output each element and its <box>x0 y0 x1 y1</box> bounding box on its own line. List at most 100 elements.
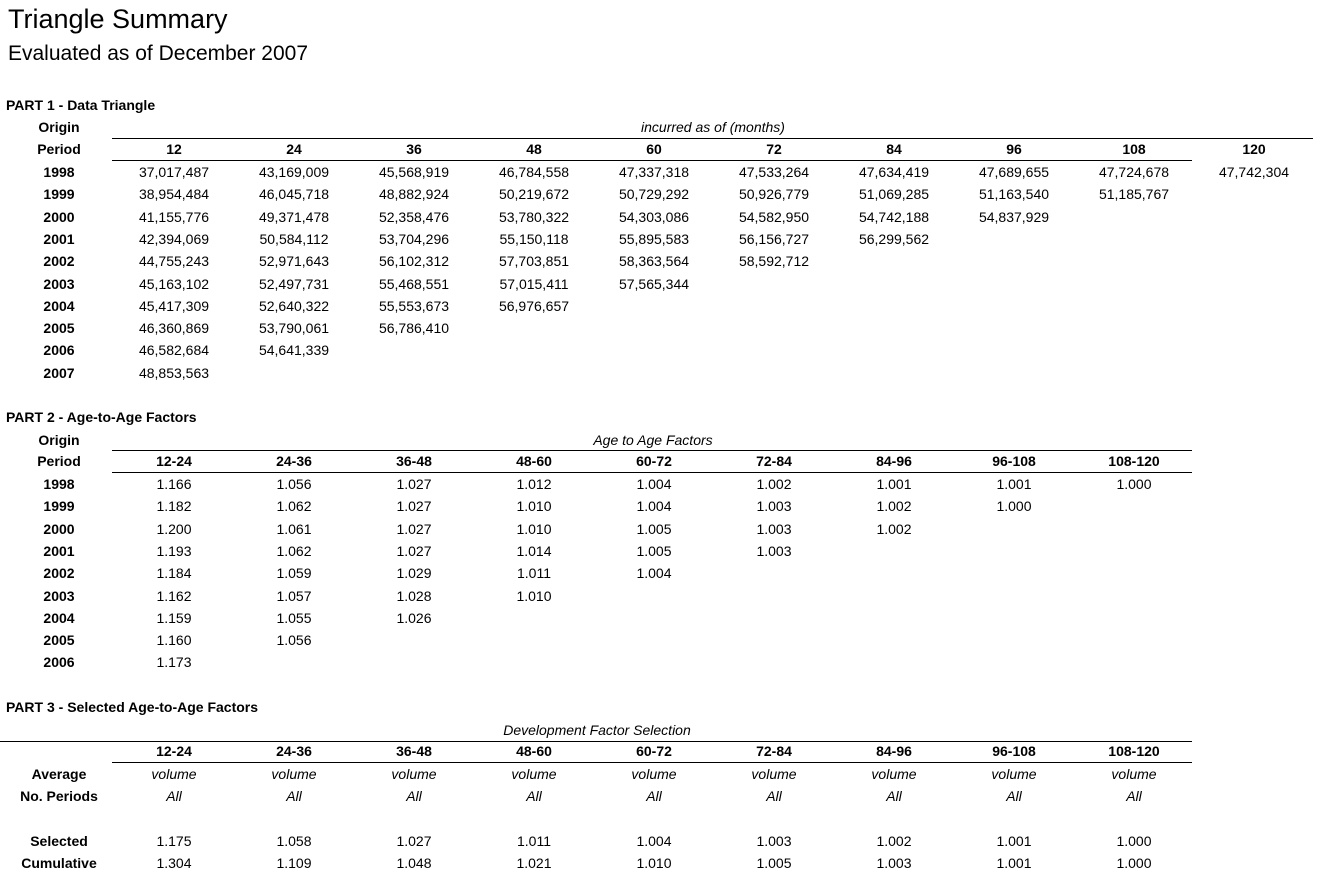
column-header: 84 <box>886 141 902 157</box>
table-cell: 56,156,727 <box>738 230 810 247</box>
table-cell: 1.184 <box>156 565 192 582</box>
origin-year: 1999 <box>43 186 75 203</box>
column-header: 96-108 <box>992 453 1036 469</box>
table-cell: volume <box>871 766 917 782</box>
column-header: 84-96 <box>876 743 912 759</box>
table-cell: 1.005 <box>756 855 792 871</box>
column-header: 72-84 <box>756 453 792 469</box>
table-cell: 1.003 <box>756 498 792 515</box>
page-subtitle: Evaluated as of December 2007 <box>8 42 309 65</box>
origin-year: 2002 <box>43 565 75 582</box>
origin-year: 2001 <box>43 542 75 559</box>
table-cell: 1.010 <box>516 587 552 604</box>
table-cell: volume <box>631 766 677 782</box>
table-cell: 52,640,322 <box>258 297 330 314</box>
table-cell: 1.002 <box>876 520 912 537</box>
part2-heading: PART 2 - Age-to-Age Factors <box>6 409 197 425</box>
column-header: 108 <box>1122 141 1146 157</box>
row-label: Selected <box>30 833 88 849</box>
table-cell: 55,468,551 <box>378 275 450 292</box>
table-cell: 47,742,304 <box>1218 164 1290 180</box>
table-cell: 1.011 <box>517 833 551 849</box>
table-cell: 46,784,558 <box>498 164 570 180</box>
column-header: 120 <box>1242 141 1266 157</box>
column-header: 108-120 <box>1108 743 1160 759</box>
table-cell: 51,069,285 <box>858 186 930 203</box>
period-label: Period <box>37 453 81 469</box>
origin-year: 2003 <box>43 275 75 292</box>
table-cell: 53,790,061 <box>258 320 330 337</box>
table-cell: 56,299,562 <box>858 230 930 247</box>
table-cell: 54,742,188 <box>858 208 930 225</box>
origin-year: 2006 <box>43 342 75 359</box>
table-cell: 1.003 <box>756 542 792 559</box>
table-cell: 42,394,069 <box>138 230 210 247</box>
table-cell: 54,837,929 <box>978 208 1050 225</box>
table-cell: 1.010 <box>516 498 552 515</box>
table-cell: 1.109 <box>276 855 312 871</box>
table-cell: 1.027 <box>396 476 432 492</box>
table-cell: 58,592,712 <box>738 253 810 270</box>
column-header: 12-24 <box>156 453 192 469</box>
part3-header-rule <box>112 762 1192 763</box>
column-header: 36-48 <box>396 453 432 469</box>
column-header: 12 <box>166 141 182 157</box>
table-cell: 50,926,779 <box>738 186 810 203</box>
table-cell: 1.003 <box>756 833 792 849</box>
table-cell: 1.056 <box>276 632 312 649</box>
table-cell: 1.011 <box>517 565 551 582</box>
column-header: 84-96 <box>876 453 912 469</box>
table-cell: 1.000 <box>996 498 1032 515</box>
table-cell: 1.056 <box>276 476 312 492</box>
table-cell: 57,015,411 <box>499 275 569 292</box>
column-header: 60 <box>646 141 662 157</box>
column-header: 96 <box>1006 141 1022 157</box>
table-cell: 1.062 <box>276 542 312 559</box>
table-cell: volume <box>1111 766 1157 782</box>
column-header: 72-84 <box>756 743 792 759</box>
period-label: Period <box>37 141 81 157</box>
table-cell: All <box>646 788 662 804</box>
table-cell: 1.000 <box>1116 833 1152 849</box>
table-cell: 48,853,563 <box>138 364 210 381</box>
row-label: No. Periods <box>20 788 98 804</box>
origin-year: 2001 <box>43 230 75 247</box>
table-cell: 56,786,410 <box>378 320 450 337</box>
table-cell: 1.004 <box>636 498 672 515</box>
table-cell: 38,954,484 <box>138 186 210 203</box>
part3-caption-rule <box>0 741 1192 742</box>
table-cell: All <box>286 788 302 804</box>
part3-caption: Development Factor Selection <box>503 722 691 738</box>
table-cell: 1.027 <box>396 520 432 537</box>
table-cell: 1.061 <box>276 520 312 537</box>
table-cell: 54,641,339 <box>258 342 330 359</box>
table-cell: 56,102,312 <box>378 253 450 270</box>
table-cell: 43,169,009 <box>258 164 330 180</box>
table-cell: 1.004 <box>636 565 672 582</box>
table-cell: volume <box>751 766 797 782</box>
column-header: 24-36 <box>276 453 312 469</box>
table-cell: All <box>1006 788 1022 804</box>
table-cell: 1.002 <box>756 476 792 492</box>
table-cell: 52,358,476 <box>378 208 450 225</box>
table-cell: volume <box>511 766 557 782</box>
table-cell: 46,582,684 <box>138 342 210 359</box>
table-cell: 37,017,487 <box>138 164 210 180</box>
table-cell: 1.010 <box>516 520 552 537</box>
table-cell: 50,219,672 <box>498 186 570 203</box>
table-cell: 1.027 <box>396 498 432 515</box>
page-title: Triangle Summary <box>8 4 228 34</box>
part3-heading: PART 3 - Selected Age-to-Age Factors <box>6 699 259 715</box>
column-header: 96-108 <box>992 743 1036 759</box>
table-cell: 46,360,869 <box>138 320 210 337</box>
table-cell: 50,584,112 <box>259 230 329 247</box>
table-cell: 1.193 <box>156 542 192 559</box>
table-cell: 1.028 <box>396 587 432 604</box>
row-label: Average <box>31 766 87 782</box>
table-cell: volume <box>271 766 317 782</box>
origin-year: 2003 <box>43 587 75 604</box>
table-cell: 47,724,678 <box>1098 164 1170 180</box>
table-cell: 51,185,767 <box>1098 186 1170 203</box>
origin-year: 2006 <box>43 654 75 671</box>
table-cell: 1.200 <box>156 520 192 537</box>
